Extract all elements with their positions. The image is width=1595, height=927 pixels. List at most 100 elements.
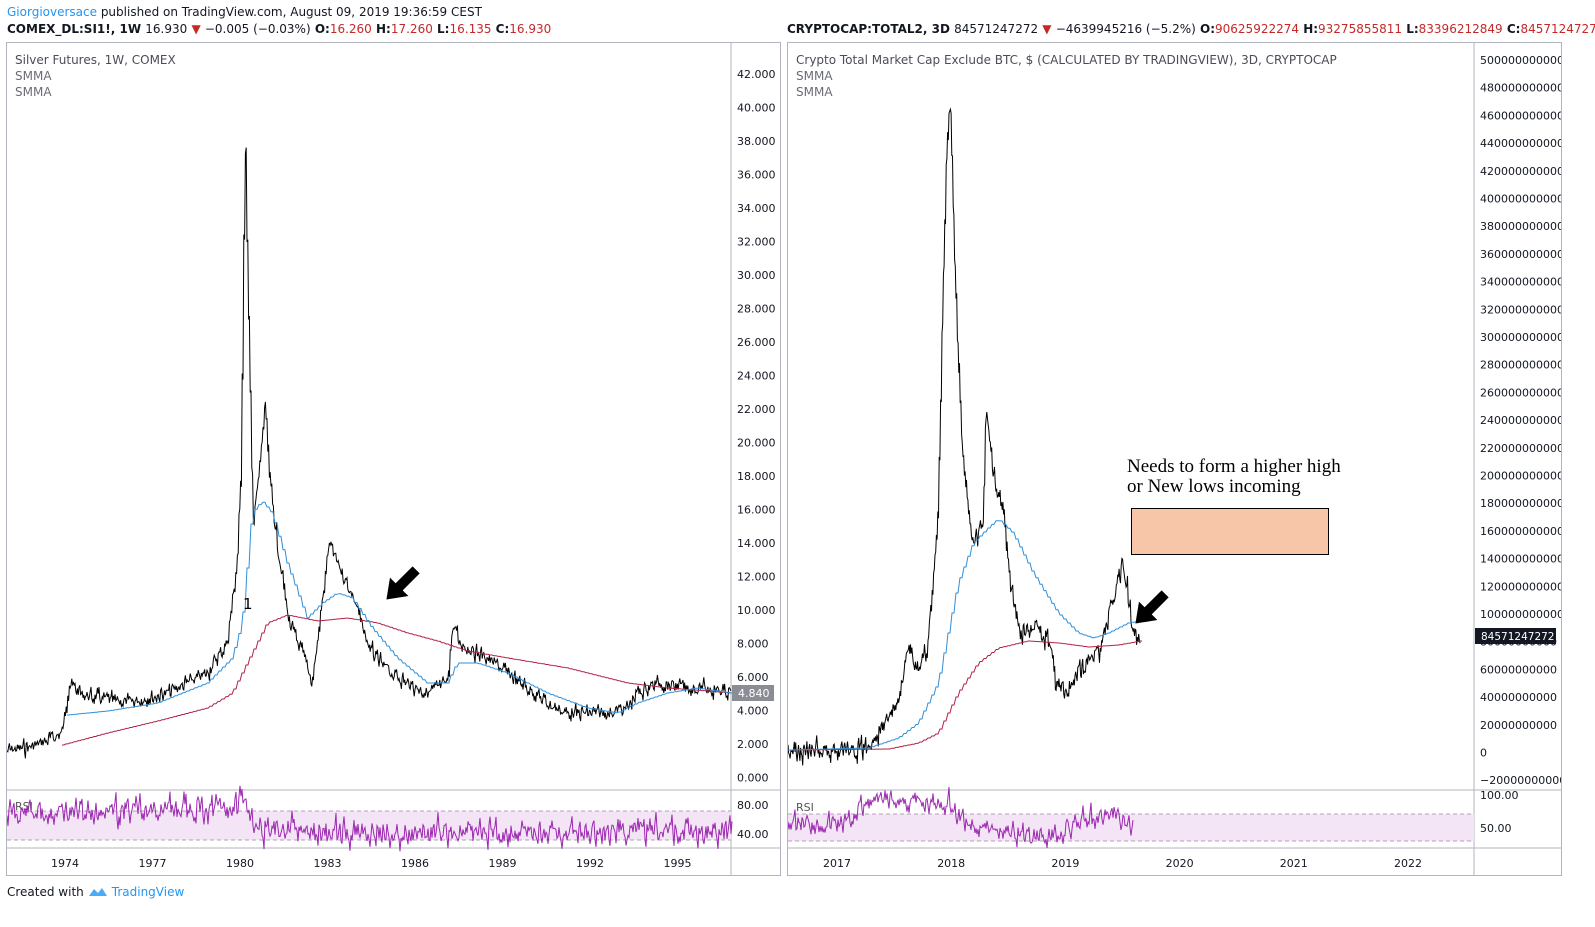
author-link[interactable]: Giorgioversace	[7, 5, 97, 19]
price-axis-tick: 20000000000	[1480, 719, 1557, 732]
left-last: 16.930	[145, 22, 188, 36]
price-tag: 84571247272	[1481, 631, 1555, 643]
arrow-icon	[386, 566, 420, 600]
time-axis-tick: 2020	[1166, 857, 1194, 870]
price-axis-tick: 40000000000	[1480, 691, 1557, 704]
price-axis-tick: 30.000	[737, 269, 776, 282]
right-last: 84571247272	[954, 22, 1039, 36]
price-axis-tick: 8.000	[737, 638, 769, 651]
price-axis-tick: 38.000	[737, 135, 776, 148]
price-axis-tick: 60000000000	[1480, 663, 1557, 676]
price-axis-tick: 480000000000	[1480, 82, 1561, 95]
text-annotation[interactable]: Needs to form a higher high or New lows …	[1127, 457, 1341, 497]
price-axis-tick: 360000000000	[1480, 248, 1561, 261]
time-axis-tick: 2019	[1051, 857, 1079, 870]
left-chart-panel[interactable]: 42.000 40.000 38.000 36.000 34.000 32.000 30.0…	[6, 42, 781, 876]
rsi-axis-tick: 50.00	[1480, 822, 1512, 835]
price-axis-tick: 34.000	[737, 202, 776, 215]
right-legend: Crypto Total Market Cap Exclude BTC, $ (…	[796, 52, 1337, 100]
price-axis-tick: 240000000000	[1480, 414, 1561, 427]
smma-indicator-1[interactable]: SMMA	[15, 69, 52, 83]
footer: Created with TradingView	[7, 885, 184, 899]
rsi-axis-tick: 40.00	[737, 828, 769, 841]
smma-slow-line	[788, 640, 1142, 751]
smma-fast-line	[67, 501, 733, 716]
price-axis-tick: 24.000	[737, 370, 776, 383]
rsi-axis-tick: 80.00	[737, 799, 769, 812]
arrow-icon	[1135, 590, 1169, 624]
price-axis-tick: 180000000000	[1480, 497, 1561, 510]
price-axis-tick: 26.000	[737, 336, 776, 349]
price-axis-tick: 320000000000	[1480, 303, 1561, 316]
right-chart-canvas[interactable]: 500000000000 480000000000 460000000000 4400…	[788, 43, 1561, 875]
price-axis-tick: 40.000	[737, 102, 776, 115]
rsi-line	[7, 785, 733, 852]
left-legend: Silver Futures, 1W, COMEX SMMA SMMA	[15, 52, 176, 100]
time-axis-tick: 1974	[51, 857, 79, 870]
price-axis-tick: 18.000	[737, 470, 776, 483]
time-axis-tick: 1983	[314, 857, 342, 870]
time-axis-tick: 1992	[576, 857, 604, 870]
right-chart-title: Crypto Total Market Cap Exclude BTC, $ (…	[796, 53, 1337, 67]
rsi-axis-tick: 100.00	[1480, 789, 1519, 802]
right-symbol[interactable]: CRYPTOCAP:TOTAL2, 3D	[787, 22, 950, 36]
left-symbol[interactable]: COMEX_DL:SI1!, 1W	[7, 22, 142, 36]
created-with: Created with	[7, 885, 84, 899]
price-axis-tick: 4.000	[737, 705, 769, 718]
left-high: 17.260	[390, 22, 433, 36]
right-close: 84571247272	[1520, 22, 1595, 36]
right-ohlc-header: CRYPTOCAP:TOTAL2, 3D 84571247272 ▼ −4639…	[787, 22, 1595, 36]
price-axis-tick: 340000000000	[1480, 276, 1561, 289]
publish-line: Giorgioversace published on TradingView.…	[7, 5, 482, 19]
time-axis-tick: 1995	[664, 857, 692, 870]
rsi-band	[788, 814, 1474, 841]
time-axis-tick: 1986	[401, 857, 429, 870]
price-axis-tick: 16.000	[737, 504, 776, 517]
right-high: 93275855811	[1318, 22, 1403, 36]
price-series	[788, 107, 1141, 766]
wave-label: 1	[243, 595, 253, 613]
price-axis-tick: 42.000	[737, 68, 776, 81]
price-axis-tick: 2.000	[737, 738, 769, 751]
smma-slow-line	[62, 614, 732, 746]
price-axis-tick: 420000000000	[1480, 165, 1561, 178]
smma-indicator-1[interactable]: SMMA	[796, 69, 833, 83]
smma-indicator-2[interactable]: SMMA	[15, 85, 52, 99]
down-arrow-icon: ▼	[1042, 22, 1052, 36]
price-axis-tick: 28.000	[737, 303, 776, 316]
right-low: 83396212849	[1418, 22, 1503, 36]
price-axis-tick: 220000000000	[1480, 442, 1561, 455]
note-line-1: Needs to form a higher high	[1127, 456, 1341, 477]
price-axis-tick: 36.000	[737, 169, 776, 182]
time-axis-tick: 2018	[937, 857, 965, 870]
right-chart-panel[interactable]: 500000000000 480000000000 460000000000 4400…	[787, 42, 1562, 876]
price-axis-tick: 10.000	[737, 604, 776, 617]
price-axis-tick: 32.000	[737, 236, 776, 249]
time-axis-tick: 1980	[226, 857, 254, 870]
price-tag-bg	[1475, 628, 1556, 644]
price-axis-tick: 6.000	[737, 671, 769, 684]
price-tag: 4.840	[738, 687, 770, 700]
right-change: −4639945216 (−5.2%)	[1055, 22, 1196, 36]
rsi-label: RSI	[15, 800, 33, 813]
down-arrow-icon: ▼	[191, 22, 201, 36]
rsi-label: RSI	[796, 801, 814, 814]
time-axis-tick: 2022	[1394, 857, 1422, 870]
price-axis-tick: 300000000000	[1480, 331, 1561, 344]
left-ohlc-header: COMEX_DL:SI1!, 1W 16.930 ▼ −0.005 (−0.03…	[7, 22, 552, 36]
left-change: −0.005 (−0.03%)	[204, 22, 311, 36]
price-axis-tick: 500000000000	[1480, 54, 1561, 67]
price-axis-tick: 140000000000	[1480, 553, 1561, 566]
price-tag-bg	[732, 685, 774, 701]
time-axis-tick: 2021	[1280, 857, 1308, 870]
price-axis-tick: 22.000	[737, 403, 776, 416]
price-axis-tick: 0.000	[737, 772, 769, 785]
smma-indicator-2[interactable]: SMMA	[796, 85, 833, 99]
left-chart-canvas[interactable]: 42.000 40.000 38.000 36.000 34.000 32.000 30.0…	[7, 43, 780, 875]
left-chart-title: Silver Futures, 1W, COMEX	[15, 53, 176, 67]
rectangle-drawing[interactable]	[1131, 508, 1329, 555]
tradingview-brand[interactable]: TradingView	[111, 885, 185, 899]
price-series	[7, 147, 732, 759]
publish-info: published on TradingView.com, August 09,…	[97, 5, 482, 19]
price-axis-tick: 12.000	[737, 571, 776, 584]
